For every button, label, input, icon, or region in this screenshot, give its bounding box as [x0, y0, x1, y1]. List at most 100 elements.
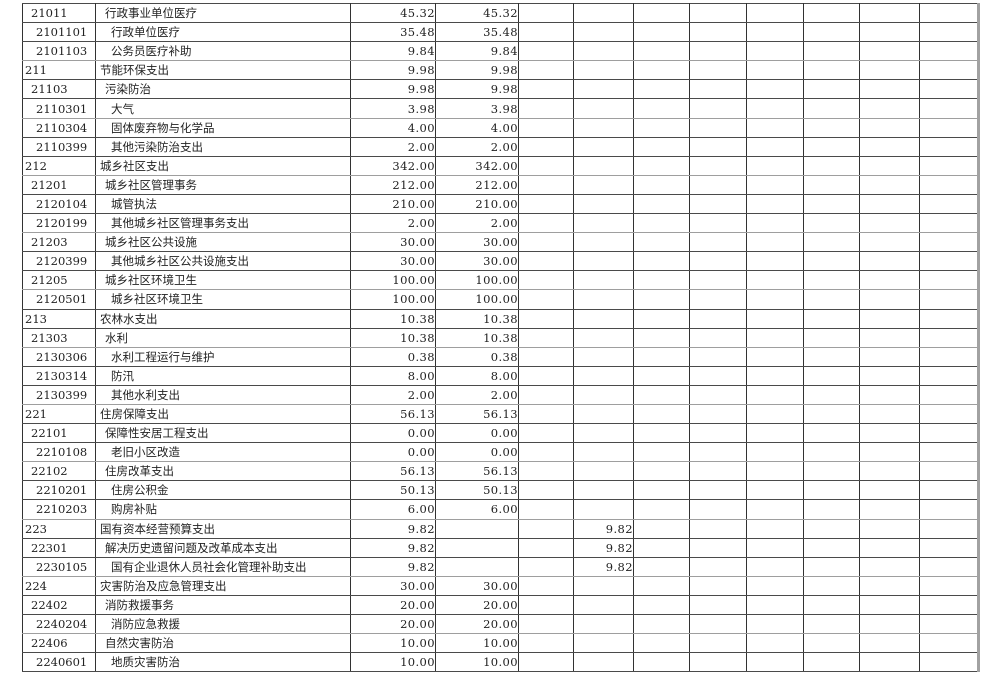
amount-cell: [518, 289, 574, 310]
budget-table-body: 21011 行政事业单位医疗 45.32 45.32 2101101 行政单位医疗 35.4…: [22, 2, 979, 673]
amount-cell: [859, 384, 920, 405]
amount-cell: 0.00: [435, 442, 519, 463]
amount-cell: [633, 575, 690, 596]
amount-cell: [919, 423, 979, 444]
amount-cell: [689, 461, 747, 482]
amount-cell: [689, 594, 747, 616]
amount-cell: [689, 442, 747, 463]
code-cell: 213: [22, 308, 96, 329]
amount-cell: [919, 365, 979, 386]
amount-cell: [803, 633, 860, 654]
name-cell: 住房改革支出: [95, 461, 351, 482]
amount-cell: [746, 232, 804, 253]
table-row: 2230105 国有企业退休人员社会化管理补助支出 9.82 9.82: [22, 556, 979, 577]
amount-cell: [633, 60, 690, 81]
name-cell: 行政事业单位医疗: [95, 2, 351, 24]
amount-cell: [803, 575, 860, 596]
name-cell: 城乡社区支出: [95, 155, 351, 176]
code-cell: 22402: [22, 594, 96, 616]
amount-cell: 212.00: [350, 174, 436, 195]
amount-cell: [689, 346, 747, 367]
table-row: 212 城乡社区支出 342.00 342.00: [22, 155, 979, 176]
amount-cell: [859, 442, 920, 463]
amount-cell: [746, 384, 804, 405]
amount-cell: 56.13: [435, 403, 519, 425]
amount-cell: [573, 270, 634, 291]
amount-cell: [746, 2, 804, 24]
amount-cell: [518, 308, 574, 329]
amount-cell: [919, 79, 979, 100]
amount-cell: [633, 518, 690, 539]
code-cell: 2240204: [22, 613, 96, 635]
amount-cell: 30.00: [350, 251, 436, 272]
name-cell: 保障性安居工程支出: [95, 423, 351, 444]
amount-cell: [573, 461, 634, 482]
amount-cell: 9.84: [350, 41, 436, 62]
amount-cell: [518, 556, 574, 577]
amount-cell: [689, 117, 747, 138]
amount-cell: 9.82: [573, 518, 634, 539]
code-cell: 2210203: [22, 499, 96, 520]
amount-cell: [689, 232, 747, 253]
name-cell: 城管执法: [95, 193, 351, 215]
amount-cell: [746, 537, 804, 558]
name-cell: 解决历史遗留问题及改革成本支出: [95, 537, 351, 558]
amount-cell: [518, 594, 574, 616]
amount-cell: [803, 22, 860, 43]
amount-cell: [859, 2, 920, 24]
amount-cell: [633, 499, 690, 520]
amount-cell: [803, 327, 860, 348]
amount-cell: 0.38: [350, 346, 436, 367]
amount-cell: 0.00: [350, 423, 436, 444]
amount-cell: [573, 213, 634, 234]
amount-cell: [919, 461, 979, 482]
amount-cell: [746, 136, 804, 157]
amount-cell: [573, 308, 634, 329]
amount-cell: 56.13: [435, 461, 519, 482]
amount-cell: [518, 155, 574, 176]
code-cell: 211: [22, 60, 96, 81]
name-cell: 老旧小区改造: [95, 442, 351, 463]
amount-cell: [919, 232, 979, 253]
amount-cell: [518, 633, 574, 654]
table-row: 21201 城乡社区管理事务 212.00 212.00: [22, 174, 979, 195]
amount-cell: [803, 480, 860, 501]
amount-cell: [803, 41, 860, 62]
amount-cell: [919, 556, 979, 577]
amount-cell: 9.98: [435, 60, 519, 81]
name-cell: 水利工程运行与维护: [95, 346, 351, 367]
amount-cell: [689, 22, 747, 43]
name-cell: 消防救援事务: [95, 594, 351, 616]
code-cell: 22101: [22, 423, 96, 444]
amount-cell: 10.00: [435, 633, 519, 654]
amount-cell: [518, 442, 574, 463]
amount-cell: [633, 22, 690, 43]
amount-cell: [859, 461, 920, 482]
amount-cell: [689, 41, 747, 62]
amount-cell: [573, 98, 634, 119]
amount-cell: [633, 365, 690, 386]
amount-cell: [633, 442, 690, 463]
amount-cell: [919, 575, 979, 596]
table-row: 22101 保障性安居工程支出 0.00 0.00: [22, 423, 979, 444]
amount-cell: 50.13: [435, 480, 519, 501]
amount-cell: [689, 213, 747, 234]
amount-cell: 10.00: [435, 652, 519, 673]
code-cell: 212: [22, 155, 96, 176]
amount-cell: [919, 174, 979, 195]
amount-cell: [573, 289, 634, 310]
amount-cell: [518, 136, 574, 157]
table-row: 2210108 老旧小区改造 0.00 0.00: [22, 442, 979, 463]
amount-cell: [919, 41, 979, 62]
amount-cell: [803, 174, 860, 195]
amount-cell: [746, 327, 804, 348]
amount-cell: [803, 251, 860, 272]
amount-cell: [919, 60, 979, 81]
amount-cell: [803, 652, 860, 673]
amount-cell: [859, 480, 920, 501]
amount-cell: [746, 213, 804, 234]
amount-cell: 2.00: [435, 213, 519, 234]
amount-cell: [803, 98, 860, 119]
name-cell: 国有企业退休人员社会化管理补助支出: [95, 556, 351, 577]
name-cell: 其他城乡社区管理事务支出: [95, 213, 351, 234]
